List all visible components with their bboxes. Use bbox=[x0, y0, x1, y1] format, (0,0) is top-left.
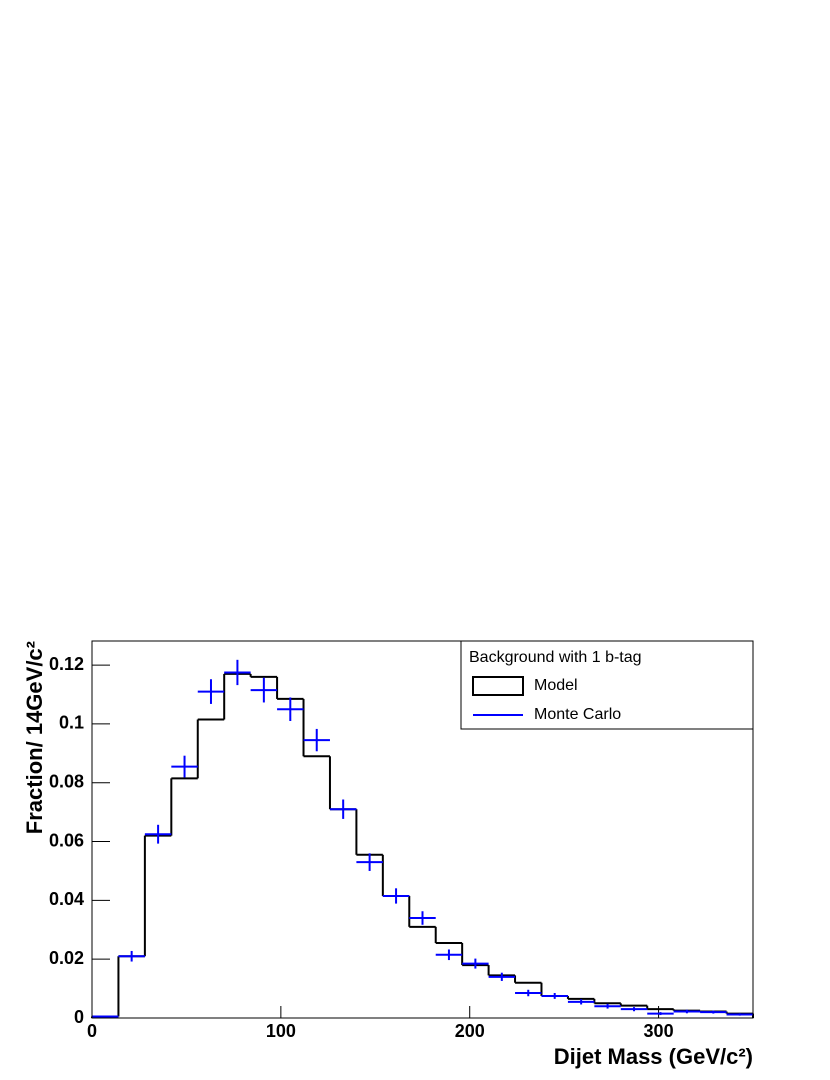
legend-label: Model bbox=[534, 677, 578, 694]
x-tick-label: 0 bbox=[87, 1021, 97, 1041]
y-tick-label: 0.04 bbox=[49, 889, 84, 909]
x-tick-label: 100 bbox=[266, 1021, 296, 1041]
x-tick-label: 200 bbox=[455, 1021, 485, 1041]
legend-label: Monte Carlo bbox=[534, 706, 621, 723]
plot-frame bbox=[91, 640, 754, 1019]
y-tick-label: 0 bbox=[74, 1007, 84, 1027]
y-tick-label: 0.1 bbox=[59, 713, 84, 733]
y-tick-label: 0.12 bbox=[49, 654, 84, 674]
y-tick-label: 0.02 bbox=[49, 948, 84, 968]
y-tick-label: 0.06 bbox=[49, 830, 84, 850]
x-tick-label: 300 bbox=[644, 1021, 674, 1041]
legend-title: Background with 1 b-tag bbox=[469, 649, 642, 666]
x-axis-label: Dijet Mass (GeV/c²) bbox=[554, 1044, 753, 1069]
y-axis-label: Fraction/ 14GeV/c² bbox=[22, 641, 47, 834]
legend-swatch bbox=[472, 676, 524, 696]
y-tick-label: 0.08 bbox=[49, 771, 84, 791]
